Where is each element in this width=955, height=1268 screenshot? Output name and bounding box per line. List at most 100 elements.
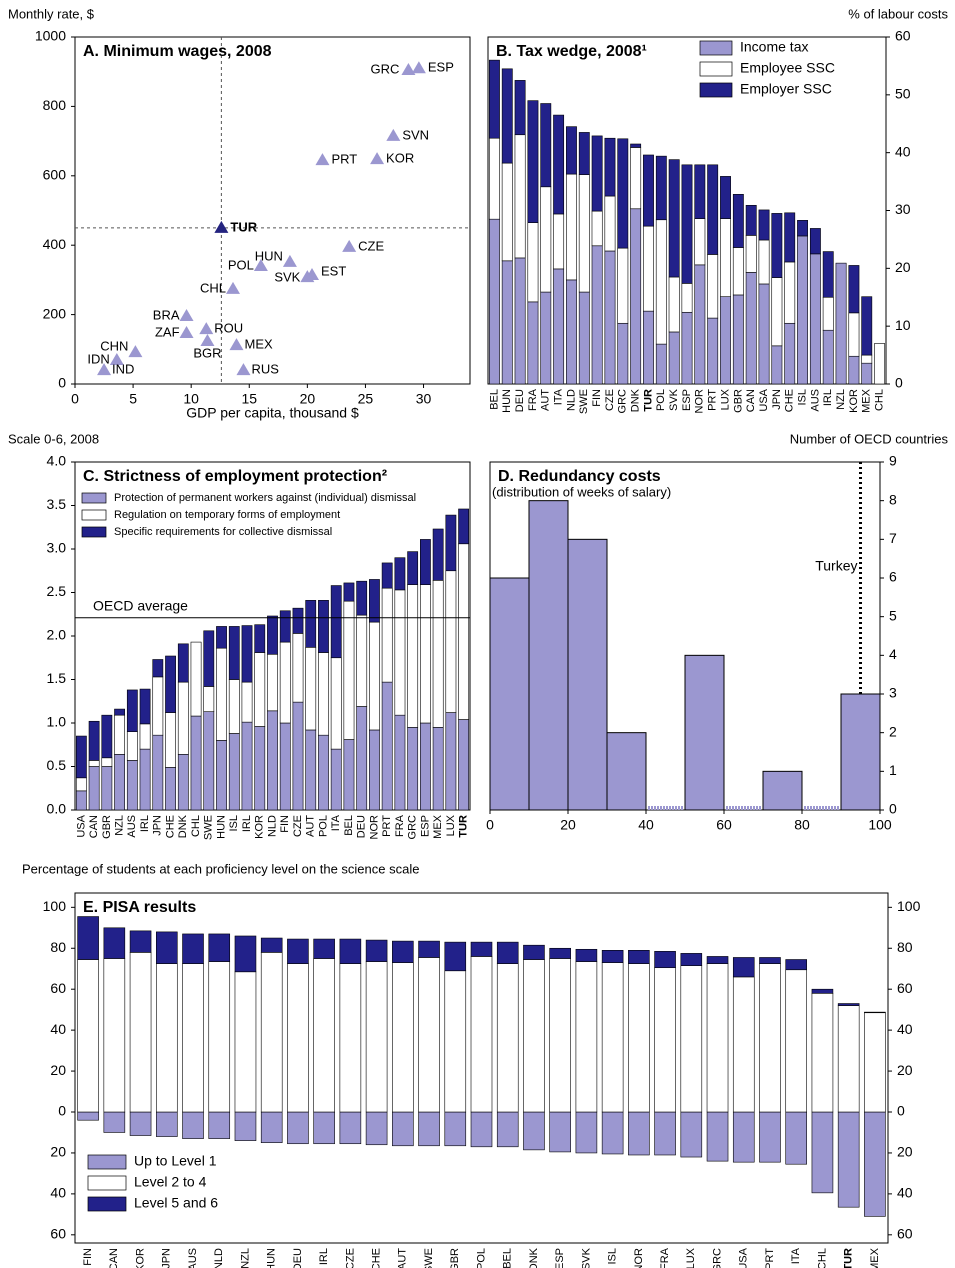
- bar-segment: [822, 329, 834, 385]
- bar-segment: [745, 235, 757, 273]
- x-tick-label: KOR: [848, 389, 860, 413]
- bar-segment: [527, 301, 539, 385]
- bar-segment: [305, 600, 317, 648]
- bar-segment: [330, 585, 342, 659]
- bar-segment: [407, 727, 419, 811]
- x-tick-label: GRC: [407, 815, 419, 840]
- point: [370, 152, 385, 165]
- chart-title: D. Redundancy costs: [498, 468, 661, 485]
- y-tick-label: 60: [897, 1226, 913, 1242]
- bar-segment: [680, 1111, 703, 1158]
- bar-segment: [228, 626, 240, 680]
- bar-segment: [444, 941, 467, 972]
- bar-segment: [681, 311, 693, 385]
- bar-segment: [208, 1111, 231, 1139]
- bar-segment: [234, 971, 257, 1113]
- bar-segment: [707, 164, 719, 255]
- bar-segment: [837, 1111, 860, 1208]
- legend-swatch: [87, 1154, 127, 1170]
- bar-segment: [114, 754, 125, 811]
- y-axis-label: Percentage of students at each proficien…: [22, 861, 419, 876]
- y-tick-label: 800: [43, 97, 67, 113]
- bar-segment: [811, 992, 834, 1113]
- bar-segment: [356, 614, 368, 707]
- bar-segment: [103, 958, 126, 1113]
- bar-segment: [254, 624, 266, 653]
- bar-segment: [514, 134, 526, 259]
- y-tick-label: 3: [889, 685, 897, 701]
- bar-segment: [694, 164, 706, 219]
- bar-segment: [458, 719, 470, 811]
- x-tick-label: ITA: [553, 388, 565, 405]
- bar-segment: [101, 714, 113, 759]
- bar-segment: [432, 580, 444, 728]
- bar-segment: [784, 212, 796, 263]
- bar-segment: [152, 734, 164, 811]
- histogram-bar: [489, 577, 530, 811]
- bar-segment: [292, 633, 304, 703]
- histogram-bar: [840, 693, 881, 811]
- bar-segment: [292, 701, 304, 811]
- bar-segment: [267, 615, 278, 655]
- bar-segment: [694, 218, 706, 266]
- x-tick-label: POL: [655, 389, 667, 411]
- bar-segment: [527, 100, 539, 223]
- point-label: SVK: [274, 270, 300, 285]
- y-tick-label: 0: [897, 1103, 905, 1119]
- point-label: RUS: [251, 362, 279, 377]
- bar-segment: [549, 1111, 571, 1153]
- bar-segment: [591, 210, 603, 247]
- bar-segment: [706, 963, 729, 1113]
- x-axis-label: GDP per capita, thousand $: [186, 405, 359, 421]
- bar-segment: [287, 1111, 309, 1145]
- x-tick-label: PRT: [764, 1248, 776, 1268]
- y-tick-label: 6: [889, 569, 897, 585]
- y-tick-label: 2: [889, 723, 897, 739]
- histogram-bar: [606, 732, 647, 811]
- y-tick-label: 50: [895, 86, 911, 102]
- bar-segment: [758, 283, 770, 385]
- bar-segment: [77, 1111, 99, 1121]
- bar-segment: [601, 962, 624, 1113]
- bar-segment: [601, 950, 624, 963]
- bar-segment: [861, 362, 873, 385]
- x-tick-label: LUX: [719, 388, 731, 410]
- y-tick-label: 20: [50, 1062, 66, 1078]
- point: [300, 270, 315, 283]
- bar-segment: [420, 539, 431, 585]
- x-tick-label: SWE: [203, 815, 215, 840]
- x-tick-label: BEL: [502, 1248, 514, 1268]
- bar-segment: [540, 291, 552, 385]
- point-label: IDN: [87, 351, 109, 366]
- bar-segment: [114, 714, 125, 755]
- point-label: ESP: [428, 60, 454, 75]
- x-tick-label: ISL: [796, 389, 808, 406]
- x-tick-label: 25: [358, 391, 374, 407]
- reference-label: Turkey: [815, 558, 857, 574]
- bar-segment: [811, 988, 834, 994]
- bar-segment: [267, 710, 278, 811]
- x-tick-label: GRC: [617, 389, 629, 414]
- x-tick-label: 0: [486, 817, 494, 833]
- bar-segment: [784, 261, 796, 324]
- bar-segment: [165, 712, 176, 768]
- point-label: PRT: [331, 152, 357, 167]
- bar-segment: [356, 706, 368, 811]
- histogram-bar: [762, 770, 803, 811]
- bar-segment: [228, 679, 240, 734]
- x-tick-label: HUN: [501, 389, 513, 413]
- x-tick-label: FIN: [82, 1248, 94, 1266]
- point: [229, 338, 244, 351]
- bar-segment: [655, 343, 667, 385]
- bar-segment: [575, 961, 598, 1113]
- bar-segment: [496, 963, 519, 1113]
- point-label: IND: [112, 362, 134, 377]
- x-tick-label: AUT: [540, 389, 552, 411]
- x-tick-label: CAN: [745, 389, 757, 412]
- bar-segment: [785, 1111, 808, 1165]
- x-tick-label: NOR: [368, 815, 380, 840]
- x-tick-label: 10: [183, 391, 199, 407]
- x-tick-label: LUX: [445, 814, 457, 836]
- bar-segment: [203, 711, 215, 811]
- bar-segment: [578, 291, 590, 385]
